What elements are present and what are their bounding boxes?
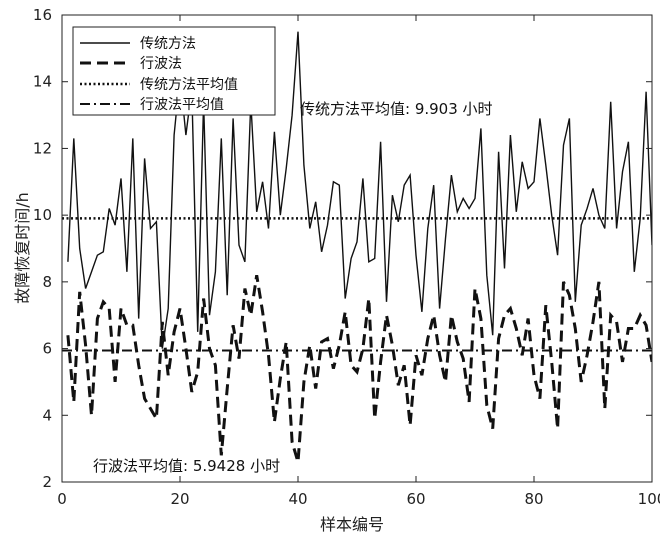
x-tick-label: 0 bbox=[57, 490, 67, 508]
y-tick-label: 10 bbox=[33, 206, 52, 224]
y-tick-label: 14 bbox=[33, 73, 52, 91]
legend-label-wave-mean: 行波法平均值 bbox=[140, 97, 224, 113]
legend: 传统方法 行波法 传统方法平均值 行波法平均值 bbox=[72, 26, 276, 116]
y-axis-title: 故障恢复时间/h bbox=[13, 192, 32, 304]
y-tick-label: 16 bbox=[33, 6, 52, 24]
annotation-wave-mean: 行波法平均值: 5.9428 小时 bbox=[93, 457, 280, 475]
legend-label-wave: 行波法 bbox=[140, 56, 182, 72]
x-tick-label: 60 bbox=[406, 490, 425, 508]
series-traditional-line bbox=[67, 31, 652, 349]
y-tick-label: 6 bbox=[42, 340, 52, 358]
y-tick-label: 4 bbox=[42, 406, 52, 424]
x-axis-title: 样本编号 bbox=[320, 515, 384, 534]
plot-area bbox=[62, 31, 652, 463]
y-tick-label: 8 bbox=[42, 273, 52, 291]
legend-label-traditional-mean: 传统方法平均值 bbox=[140, 77, 238, 93]
x-tick-label: 20 bbox=[170, 490, 189, 508]
x-tick-label: 100 bbox=[638, 490, 660, 508]
y-tick-label: 12 bbox=[33, 139, 52, 157]
axes-frame bbox=[61, 14, 653, 483]
y-tick-label: 2 bbox=[42, 473, 52, 491]
axes: 0 20 40 60 80 100 2 4 6 8 10 12 14 16 bbox=[33, 6, 660, 508]
series-wave-line bbox=[66, 274, 652, 463]
x-tick-label: 80 bbox=[524, 490, 543, 508]
legend-box bbox=[72, 26, 276, 116]
series-group bbox=[62, 31, 652, 463]
x-tick-label: 40 bbox=[288, 490, 307, 508]
annotation-traditional-mean: 传统方法平均值: 9.903 小时 bbox=[300, 100, 493, 118]
legend-label-traditional: 传统方法 bbox=[140, 36, 196, 52]
